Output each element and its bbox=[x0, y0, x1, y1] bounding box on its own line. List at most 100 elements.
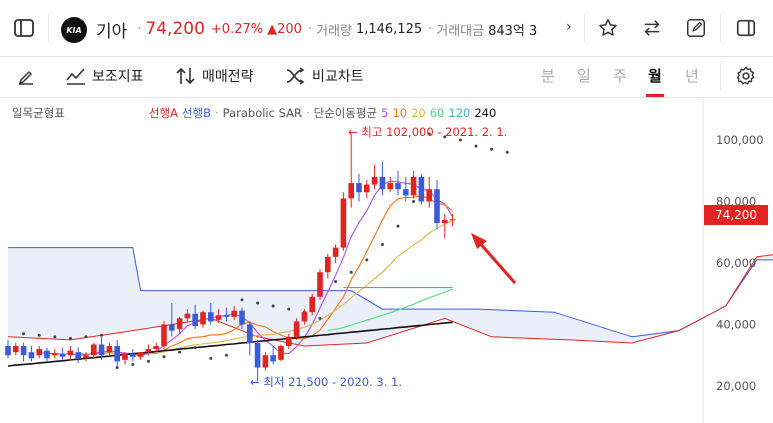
candle-body bbox=[5, 346, 11, 356]
candle-body bbox=[169, 324, 175, 331]
legend-span-b: 선행B bbox=[181, 106, 211, 120]
candle-body bbox=[301, 312, 308, 322]
candle-body bbox=[309, 296, 315, 313]
stock-name: 기아 bbox=[96, 21, 128, 42]
ichimoku-cloud bbox=[8, 247, 773, 347]
candle-body bbox=[215, 315, 222, 320]
period-day[interactable]: 일 bbox=[577, 67, 591, 85]
y-tick-label: 20,000 bbox=[716, 379, 756, 393]
legend-ma-10: 10 bbox=[392, 106, 408, 120]
y-tick-label: 100,000 bbox=[716, 133, 764, 147]
candle-body bbox=[340, 198, 347, 248]
candle-body bbox=[223, 315, 230, 317]
candle-body bbox=[449, 219, 456, 221]
sar-dot bbox=[224, 353, 228, 357]
top-bar: KIA 기아 · 74,200 +0.27% ▲200 · 거래량 1,146,… bbox=[0, 0, 773, 57]
candle-body bbox=[192, 313, 198, 327]
period-month[interactable]: 월 bbox=[648, 67, 662, 85]
sar-dot bbox=[146, 359, 150, 363]
sar-dot bbox=[209, 356, 213, 360]
sar-dot bbox=[412, 200, 416, 203]
candle-body bbox=[395, 183, 401, 190]
legend-ma-240: 240 bbox=[474, 106, 497, 120]
sar-dot bbox=[53, 335, 57, 339]
high-annotation: ← 최고 102,000 - 2021. 2. 1. bbox=[348, 125, 507, 139]
compare-button[interactable]: 비교차트 bbox=[286, 65, 364, 87]
candle-body bbox=[122, 353, 128, 360]
period-year[interactable]: 년 bbox=[685, 67, 699, 85]
candle-body bbox=[278, 346, 284, 360]
edit-icon[interactable] bbox=[685, 17, 707, 39]
chevron-right-icon[interactable]: › bbox=[566, 19, 572, 35]
separator: · bbox=[428, 21, 433, 37]
legend-span-a: 선행A bbox=[148, 106, 178, 120]
line-chart-icon bbox=[66, 68, 85, 85]
divider bbox=[48, 14, 49, 42]
candle-body bbox=[91, 344, 97, 356]
low-annotation: ← 최저 21,500 - 2020. 3. 1. bbox=[250, 375, 402, 389]
legend-ma-5: 5 bbox=[381, 106, 389, 120]
stock-summary[interactable]: 기아 · 74,200 +0.27% ▲200 · 거래량 1,146,125 … bbox=[96, 17, 571, 41]
volume-label: 거래량 bbox=[316, 23, 352, 39]
drawing-pen-icon[interactable] bbox=[16, 67, 36, 87]
change-amount: ▲200 bbox=[267, 21, 302, 37]
kia-logo: KIA bbox=[61, 17, 87, 43]
indicators-label: 보조지표 bbox=[92, 69, 144, 85]
candle-body bbox=[325, 256, 331, 273]
legend-ma: 단순이동평균 bbox=[313, 106, 378, 120]
candle-body bbox=[114, 346, 120, 362]
sidebar-toggle-icon[interactable] bbox=[12, 16, 36, 40]
period-minute[interactable]: 분 bbox=[541, 67, 555, 85]
candle-body bbox=[371, 176, 378, 185]
period-week[interactable]: 주 bbox=[613, 67, 627, 85]
candle-body bbox=[364, 184, 370, 193]
candle-body bbox=[387, 183, 393, 190]
sar-dot bbox=[271, 304, 275, 308]
swap-icon[interactable] bbox=[641, 17, 663, 39]
y-tick-label: 60,000 bbox=[716, 256, 756, 270]
sar-dot bbox=[318, 316, 322, 320]
candle-body bbox=[208, 312, 214, 322]
sar-dot bbox=[334, 279, 338, 283]
chart-toolbar: 보조지표 매매전략 비교차트 분 일 주 월 년 bbox=[0, 57, 773, 98]
sar-dot bbox=[287, 307, 291, 311]
candle-body bbox=[137, 352, 144, 357]
legend-dot: · bbox=[305, 106, 310, 120]
candle-body bbox=[434, 189, 440, 224]
candle-body bbox=[44, 350, 50, 359]
sar-dot bbox=[365, 258, 369, 262]
star-icon[interactable] bbox=[597, 17, 619, 39]
candle-body bbox=[52, 353, 58, 356]
sar-dot bbox=[505, 150, 509, 154]
candle-body bbox=[247, 324, 253, 343]
strategy-button[interactable]: 매매전략 bbox=[176, 65, 254, 87]
candle-body bbox=[348, 183, 354, 199]
candle-body bbox=[356, 183, 362, 193]
legend-sar: Parabolic SAR bbox=[222, 106, 302, 120]
change-percent: +0.27% bbox=[210, 21, 264, 37]
candle-body bbox=[106, 346, 113, 353]
divider bbox=[720, 63, 721, 91]
sar-dot bbox=[443, 135, 447, 139]
gear-icon[interactable] bbox=[735, 65, 757, 87]
up-down-arrows-icon bbox=[176, 67, 195, 85]
separator: · bbox=[307, 21, 313, 37]
indicators-button[interactable]: 보조지표 bbox=[66, 65, 144, 87]
sar-dot bbox=[458, 138, 462, 142]
sar-dot bbox=[474, 144, 478, 148]
amount-label: 거래대금 bbox=[436, 23, 485, 39]
strategy-label: 매매전략 bbox=[202, 69, 254, 85]
candle-body bbox=[13, 346, 19, 353]
ma-line-60 bbox=[327, 288, 453, 332]
divider bbox=[584, 14, 585, 42]
panel-toggle-icon[interactable] bbox=[735, 17, 757, 39]
ma-line-20 bbox=[156, 220, 453, 354]
sar-dot bbox=[240, 298, 244, 302]
sar-dot bbox=[178, 350, 182, 354]
candle-body bbox=[200, 312, 206, 325]
candle-body bbox=[75, 352, 81, 359]
shuffle-icon bbox=[286, 67, 305, 85]
stock-price: 74,200 bbox=[145, 19, 205, 39]
volume-value: 1,146,125 bbox=[355, 21, 423, 37]
